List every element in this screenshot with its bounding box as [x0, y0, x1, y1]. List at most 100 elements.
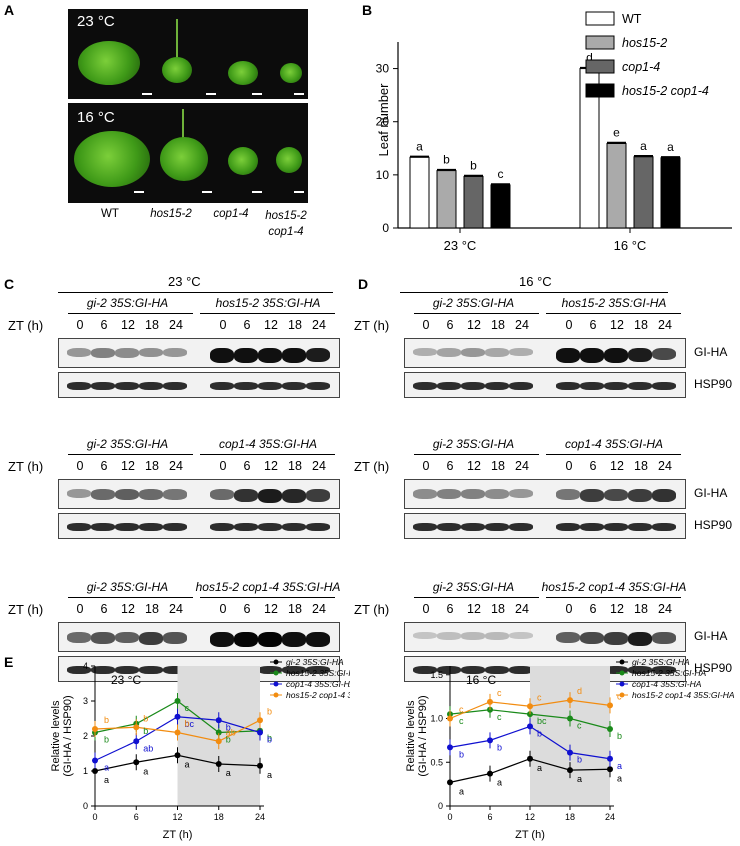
legend-marker — [273, 659, 279, 665]
zt-tick-label: 0 — [76, 318, 84, 332]
zt-tick-label: 24 — [515, 318, 529, 332]
data-point — [133, 724, 140, 731]
gi-ha-band — [91, 348, 115, 359]
zt-tick-label: 12 — [121, 602, 135, 616]
hsp90-band — [210, 523, 234, 531]
x-tick-label: 6 — [134, 812, 139, 822]
gi-ha-band — [139, 489, 163, 500]
y-tick-label: 2 — [83, 731, 88, 741]
legend-label: WT — [622, 12, 642, 26]
gi-ha-band — [437, 348, 461, 357]
photo-temp-label-16: 16 °C — [77, 109, 115, 126]
zt-tick-label: 6 — [589, 602, 597, 616]
hsp90-band — [139, 666, 163, 674]
significance-letter: bc — [537, 716, 547, 726]
blot-line-genotype: hos15-2 cop1-4 35S:GI-HA — [541, 580, 687, 594]
hsp90-band — [139, 382, 163, 390]
zt-tick-label: 18 — [145, 459, 159, 473]
zt-tick-label: 12 — [121, 459, 135, 473]
header-line — [200, 597, 335, 598]
significance-letter: c — [577, 721, 582, 731]
zt-tick-label: 24 — [169, 459, 183, 473]
gi-ha-band — [210, 632, 234, 647]
significance-letter: a — [617, 773, 622, 783]
zt-tick-label: 12 — [467, 459, 481, 473]
zt-tick-label: 0 — [565, 602, 573, 616]
zt-tick-label: 24 — [515, 459, 529, 473]
gi-ha-band — [210, 489, 234, 500]
zt-tick-label: 0 — [422, 602, 430, 616]
gi-ha-blot — [58, 622, 340, 652]
hsp90-band — [306, 523, 330, 531]
bar-0-0 — [409, 156, 430, 229]
zt-tick-label: 18 — [288, 459, 302, 473]
scale-bar — [252, 191, 262, 193]
header-line — [414, 313, 539, 314]
genotype-label: WT — [101, 208, 119, 220]
y-axis-label: Relative levels — [50, 700, 62, 771]
gi-ha-band — [115, 632, 139, 644]
gi-ha-band — [628, 348, 652, 363]
legend-marker — [619, 659, 625, 665]
chart-title: 23 °C — [111, 673, 141, 687]
hsp90-band — [509, 523, 533, 531]
hsp90-band — [652, 523, 676, 531]
zt-label: ZT (h) — [354, 459, 390, 474]
gi-ha-band — [258, 348, 282, 363]
bar-3-1 — [660, 157, 681, 229]
gi-ha-blot — [404, 338, 686, 368]
hsp90-label: HSP90 — [694, 661, 733, 675]
legend-label: hos15-2 cop1-4 35S:GI-HA — [286, 690, 350, 700]
legend-label: hos15-2 cop1-4 — [622, 84, 709, 98]
hsp90-band — [234, 382, 258, 390]
legend-label: cop1-4 35S:GI-HA — [632, 679, 702, 689]
header-line — [546, 454, 681, 455]
hsp90-band — [306, 666, 330, 674]
x-tick-label: 24 — [605, 812, 615, 822]
significance-letter: b — [617, 731, 622, 741]
gi-ha-band — [437, 632, 461, 640]
hsp90-band — [258, 666, 282, 674]
legend-swatch — [585, 35, 615, 50]
gi-ha-band — [509, 632, 533, 640]
panel-letter-a: A — [4, 2, 15, 18]
gi-ha-band — [652, 632, 676, 644]
significance-letter: b — [577, 755, 582, 765]
panel-letter-b: B — [362, 2, 373, 18]
data-point — [174, 729, 181, 736]
gi-ha-band — [652, 348, 676, 361]
hsp90-band — [413, 523, 437, 531]
y-tick-label: 0.5 — [430, 757, 443, 767]
zt-tick-label: 24 — [169, 602, 183, 616]
hsp90-band — [91, 666, 115, 674]
zt-tick-label: 24 — [515, 602, 529, 616]
header-line — [546, 597, 681, 598]
significance-letter: ab — [226, 727, 236, 737]
gi-ha-label: GI-HA — [694, 486, 728, 500]
significance-letter: c — [185, 703, 190, 713]
data-point — [174, 752, 181, 759]
data-point — [447, 779, 453, 786]
data-point — [447, 715, 453, 722]
significance-letter: b — [267, 706, 272, 716]
zt-tick-label: 24 — [312, 459, 326, 473]
gi-ha-band — [580, 348, 604, 363]
b-y-tick-label: 0 — [382, 221, 389, 235]
hsp90-band — [139, 523, 163, 531]
zt-tick-label: 0 — [76, 459, 84, 473]
hsp90-blot — [404, 372, 686, 398]
y-axis-label: (GI-HA / HSP90) — [62, 695, 74, 776]
significance-letter: c — [497, 688, 502, 698]
zt-tick-label: 18 — [634, 602, 648, 616]
legend-marker — [273, 692, 279, 698]
hsp90-band — [163, 382, 187, 390]
data-point — [607, 766, 613, 773]
data-point — [133, 759, 140, 766]
significance-letter: b — [459, 749, 464, 759]
zt-tick-label: 6 — [243, 602, 251, 616]
data-point — [607, 726, 613, 732]
significance-letter: a — [459, 786, 464, 796]
gi-levels-16c-line-chart: 0 0.5 1.0 1.5 0 6 12 18 24 ZT (h) Relative levels(… — [405, 657, 735, 841]
gi-ha-band — [604, 632, 628, 645]
zt-label: ZT (h) — [8, 459, 44, 474]
